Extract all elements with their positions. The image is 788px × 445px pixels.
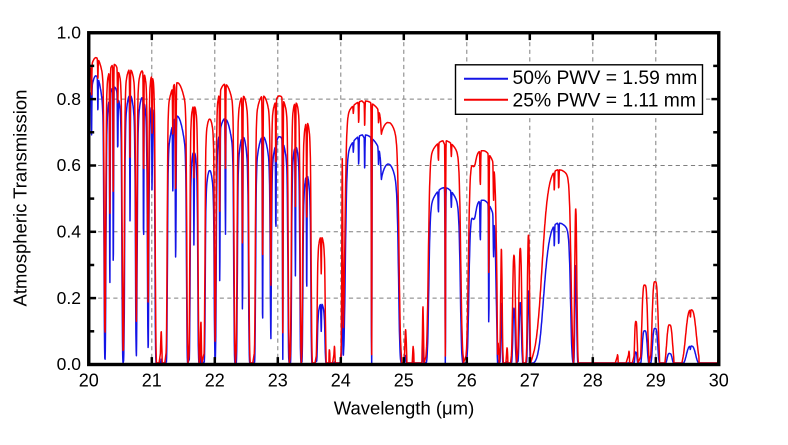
- svg-text:25% PWV = 1.11 mm: 25% PWV = 1.11 mm: [513, 90, 696, 111]
- svg-text:50% PWV = 1.59 mm: 50% PWV = 1.59 mm: [513, 68, 698, 89]
- svg-text:0.4: 0.4: [57, 222, 82, 242]
- svg-text:0.0: 0.0: [57, 354, 82, 374]
- svg-text:28: 28: [583, 371, 603, 391]
- svg-text:Atmospheric Transmission: Atmospheric Transmission: [10, 90, 31, 307]
- svg-text:25: 25: [394, 371, 414, 391]
- svg-text:0.6: 0.6: [57, 155, 81, 175]
- svg-text:0.8: 0.8: [57, 89, 81, 109]
- svg-text:30: 30: [709, 371, 729, 391]
- svg-text:24: 24: [331, 371, 351, 391]
- svg-text:20: 20: [79, 371, 99, 391]
- svg-text:1.0: 1.0: [57, 23, 82, 43]
- svg-text:21: 21: [142, 371, 162, 391]
- svg-text:0.2: 0.2: [57, 288, 81, 308]
- svg-text:27: 27: [520, 371, 540, 391]
- svg-text:22: 22: [205, 371, 225, 391]
- svg-text:23: 23: [268, 371, 288, 391]
- svg-text:Wavelength (μm): Wavelength (μm): [334, 398, 475, 419]
- svg-text:26: 26: [457, 371, 477, 391]
- svg-text:29: 29: [646, 371, 666, 391]
